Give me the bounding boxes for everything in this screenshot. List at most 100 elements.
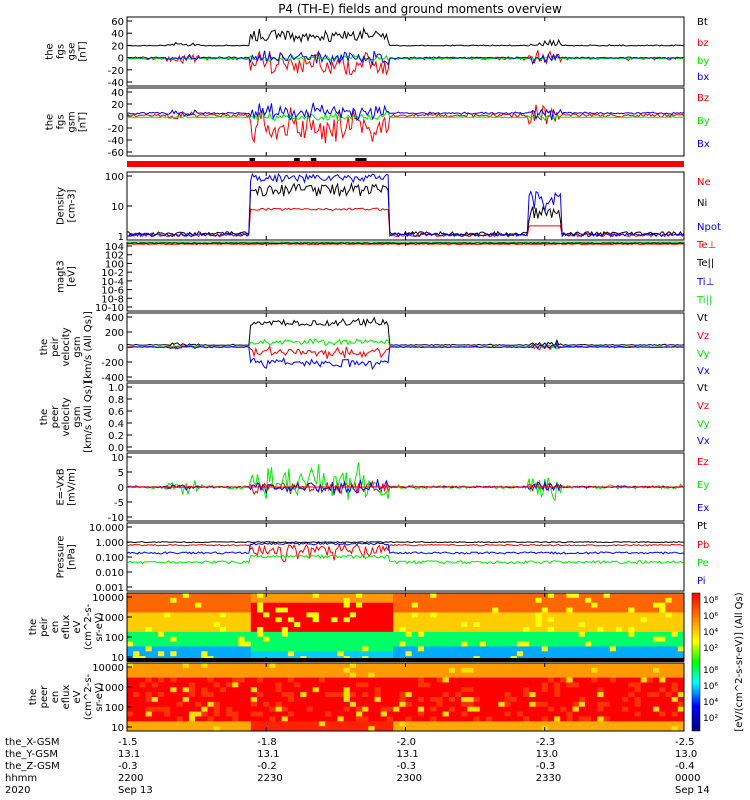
- spectrogram-cell: [325, 721, 332, 727]
- spectrogram-cell: [157, 672, 165, 679]
- spectrogram-cell: [380, 706, 388, 713]
- spectrogram-cell: [157, 726, 165, 732]
- y-tick-label: 0: [118, 483, 124, 494]
- spectrogram-cell: [164, 607, 171, 613]
- spectrogram-cell: [263, 701, 270, 708]
- spectrogram-cell: [238, 667, 246, 674]
- spectrogram-cell: [151, 672, 159, 679]
- spectrogram-cell: [281, 726, 289, 732]
- spectrogram-cell: [368, 607, 376, 613]
- y-tick-label: 0: [118, 343, 124, 354]
- colorbar-tick: 10²: [703, 714, 718, 724]
- spectrogram-cell: [281, 716, 289, 722]
- spectrogram-cell: [349, 697, 357, 703]
- spectrogram-cell: [139, 651, 147, 657]
- spectrogram-cell: [306, 667, 314, 674]
- spectrogram-cell: [399, 663, 406, 669]
- spectrogram-cell: [386, 677, 394, 683]
- spectrogram-cell: [442, 677, 450, 683]
- spectrogram-cell: [560, 641, 567, 647]
- spectrogram-cell: [646, 711, 654, 717]
- spectrogram-cell: [349, 701, 357, 708]
- y-tick-label: 10-10: [95, 303, 124, 314]
- spectrogram-cell: [442, 612, 450, 618]
- spectrogram-cell: [331, 627, 338, 633]
- spectrogram-cell: [430, 687, 437, 693]
- spectrogram-cell: [337, 607, 345, 613]
- spectrogram-cell: [455, 612, 462, 618]
- spectrogram-cell: [455, 697, 462, 703]
- y-axis-label-line: gsm: [67, 111, 78, 132]
- spectrogram-cell: [498, 667, 506, 674]
- spectrogram-cell: [485, 622, 493, 628]
- spectrogram-cell: [560, 687, 567, 693]
- spectrogram-cell: [671, 682, 679, 688]
- spectrogram-cell: [535, 593, 543, 599]
- spectrogram-cell: [430, 667, 437, 674]
- spectrogram-cell: [269, 711, 277, 717]
- spectrogram-cell: [374, 721, 382, 727]
- spectrogram-cell: [615, 617, 623, 623]
- spectrogram-cell: [498, 711, 506, 717]
- spectrogram-cell: [386, 622, 394, 628]
- spectrogram-cell: [523, 597, 530, 604]
- spectrogram-cell: [238, 597, 246, 604]
- spectrogram-cell: [479, 607, 487, 613]
- spectrogram-cell: [201, 677, 208, 683]
- spectrogram-cell: [436, 651, 444, 657]
- spectrogram-cell: [591, 663, 598, 669]
- spectrogram-cell: [281, 631, 289, 638]
- spectrogram-cell: [615, 697, 623, 703]
- spectrogram-cell: [269, 667, 277, 674]
- spectrogram-cell: [139, 677, 147, 683]
- y-axis-label-line: [km/s (All Qs)]: [83, 311, 94, 383]
- spectrogram-cell: [659, 692, 666, 698]
- spectrogram-cell: [640, 677, 648, 683]
- spectrogram-cell: [232, 641, 239, 647]
- spectrogram-cell: [405, 593, 413, 599]
- spectrogram-cell: [485, 701, 493, 708]
- spectrogram-cell: [256, 716, 264, 722]
- spectrogram-cell: [386, 687, 394, 693]
- spectrogram-cell: [442, 651, 450, 657]
- spectrogram-cell: [294, 716, 301, 722]
- spectrogram-cell: [442, 706, 450, 713]
- spectrogram-cell: [560, 711, 567, 717]
- spectrogram-cell: [393, 607, 400, 613]
- spectrogram-cell: [455, 701, 462, 708]
- spectrogram-cell: [541, 631, 549, 638]
- spectrogram-cell: [226, 646, 233, 652]
- spectrogram-cell: [634, 687, 642, 693]
- series-line-Pi: [126, 541, 685, 555]
- spectrogram-cell: [318, 617, 326, 623]
- spectrogram-cell: [386, 651, 394, 657]
- spectrogram-cell: [554, 646, 561, 652]
- spectrogram-cell: [219, 641, 227, 647]
- spectrogram-cell: [157, 646, 165, 652]
- spectrogram-cell: [294, 677, 301, 683]
- spectrogram-cell: [355, 607, 363, 613]
- spectrogram-cell: [448, 682, 456, 688]
- spectrogram-cell: [578, 622, 586, 628]
- spectrogram-cell: [529, 692, 536, 698]
- spectrogram-cell: [157, 697, 165, 703]
- spectrogram-cell: [263, 617, 270, 623]
- spectrogram-cell: [510, 721, 518, 727]
- spectrogram-cell: [516, 711, 524, 717]
- spectrogram-cell: [300, 612, 307, 618]
- spectrogram-cell: [201, 721, 208, 727]
- spectrogram-cell: [157, 622, 165, 628]
- spectrogram-cell: [275, 711, 283, 717]
- spectrogram-cell: [405, 721, 413, 727]
- spectrogram-cell: [485, 716, 493, 722]
- spectrogram-cell: [176, 682, 184, 688]
- spectrogram-cell: [306, 697, 314, 703]
- spectrogram-cell: [393, 677, 400, 683]
- spectrogram-cell: [597, 701, 605, 708]
- spectrogram-cell: [157, 711, 165, 717]
- spectrogram-cell: [300, 726, 307, 732]
- spectrogram-cell: [473, 641, 481, 647]
- y-axis-label-line: fgs: [56, 44, 67, 59]
- legend-Ex: Ex: [697, 503, 709, 514]
